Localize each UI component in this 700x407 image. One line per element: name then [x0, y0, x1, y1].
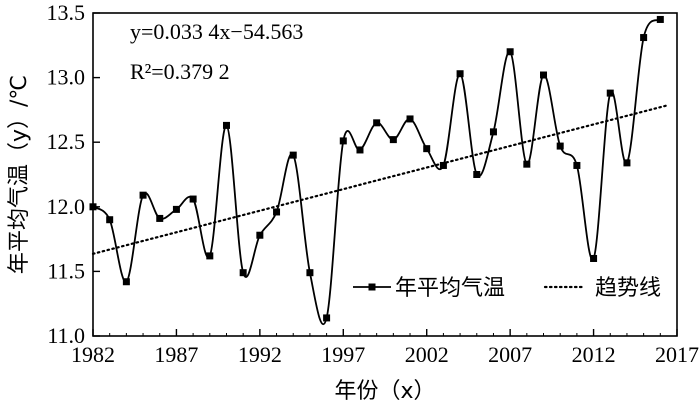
- data-point: [423, 145, 431, 153]
- data-point: [373, 119, 381, 127]
- data-point: [389, 136, 397, 144]
- data-point: [156, 214, 164, 222]
- data-point: [139, 191, 147, 199]
- plot-frame: [92, 12, 678, 337]
- y-tick-label: 12.0: [47, 194, 86, 219]
- x-tick-label: 1997: [321, 342, 365, 367]
- data-point: [439, 161, 447, 169]
- data-point: [556, 142, 564, 150]
- x-axis-title: 年份（x）: [334, 379, 435, 404]
- data-point: [590, 254, 598, 262]
- legend-series-marker: [368, 283, 376, 291]
- data-point: [540, 71, 548, 79]
- data-point: [356, 146, 364, 154]
- data-point: [406, 115, 414, 123]
- data-point: [239, 269, 247, 277]
- annotations: y=0.033 4x−54.563 R²=0.379 2: [130, 19, 303, 84]
- data-point: [172, 205, 180, 213]
- x-tick-label: 1982: [71, 342, 115, 367]
- data-point: [323, 314, 331, 322]
- data-point: [656, 15, 664, 23]
- legend-series-label: 年平均气温: [395, 276, 505, 301]
- data-point: [256, 231, 264, 239]
- plot-area: [89, 15, 670, 326]
- trend-line: [91, 103, 670, 255]
- y-tick-label: 13.0: [47, 65, 86, 90]
- data-point: [623, 159, 631, 167]
- x-tick-label: 2007: [488, 342, 532, 367]
- data-point: [456, 70, 464, 78]
- data-point: [339, 137, 347, 145]
- y-axis-title: 年平均气温（y）/℃: [7, 75, 32, 274]
- legend-trend-label: 趋势线: [595, 276, 661, 301]
- legend: 年平均气温 趋势线: [353, 276, 661, 301]
- data-point: [106, 216, 114, 224]
- x-tick-label: 1987: [154, 342, 198, 367]
- data-point: [189, 195, 197, 203]
- y-tick-label: 11.5: [47, 258, 85, 283]
- data-point: [506, 48, 514, 56]
- data-point: [306, 269, 314, 277]
- x-tick-label: 2012: [572, 342, 616, 367]
- x-tick-label: 1992: [238, 342, 282, 367]
- regression-equation: y=0.033 4x−54.563: [130, 19, 303, 44]
- data-point: [640, 34, 648, 42]
- y-tick-label: 13.5: [47, 0, 86, 25]
- axes: 1982 1987 1992 1997 2002 2007 2012 2017 11.0 11.5…: [7, 0, 699, 404]
- data-point: [289, 151, 297, 159]
- data-point: [206, 252, 214, 260]
- data-point: [606, 89, 614, 97]
- data-point: [473, 171, 481, 178]
- x-tick-label: 2002: [405, 342, 449, 367]
- data-point: [489, 128, 497, 136]
- data-point: [523, 160, 531, 168]
- y-tick-label: 12.5: [47, 129, 86, 154]
- data-point: [573, 161, 581, 169]
- data-point: [222, 121, 230, 129]
- data-point: [273, 208, 281, 216]
- y-tick-label: 11.0: [47, 323, 85, 348]
- x-tick-label: 2017: [655, 342, 699, 367]
- r-squared-label: R²=0.379 2: [130, 59, 230, 84]
- data-point: [122, 278, 130, 286]
